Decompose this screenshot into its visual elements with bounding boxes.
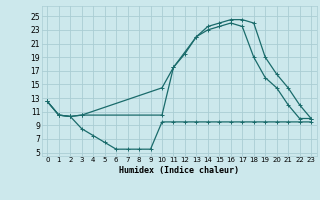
X-axis label: Humidex (Indice chaleur): Humidex (Indice chaleur) — [119, 166, 239, 175]
